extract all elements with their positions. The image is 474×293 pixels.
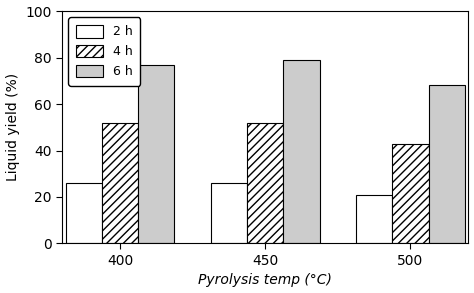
Legend: 2 h, 4 h, 6 h: 2 h, 4 h, 6 h <box>68 17 140 86</box>
Bar <box>283 60 319 243</box>
X-axis label: Pyrolysis temp (°C): Pyrolysis temp (°C) <box>198 273 332 287</box>
Bar <box>392 144 428 243</box>
Bar <box>65 183 102 243</box>
Bar <box>138 64 174 243</box>
Y-axis label: Liquid yield (%): Liquid yield (%) <box>6 73 19 181</box>
Bar <box>211 183 247 243</box>
Bar <box>356 195 392 243</box>
Bar <box>247 122 283 243</box>
Bar <box>428 86 465 243</box>
Bar <box>102 122 138 243</box>
